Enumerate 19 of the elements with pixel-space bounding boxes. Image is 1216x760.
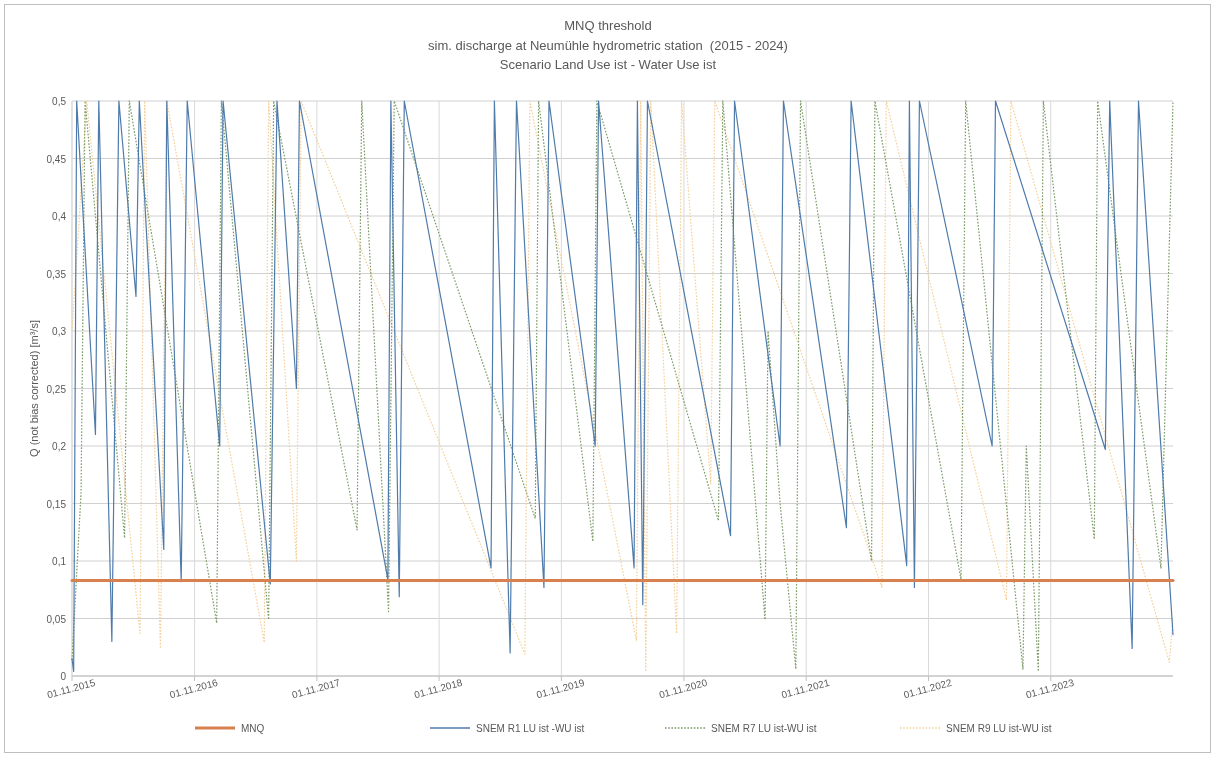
y-tick-label: 0,4 <box>52 211 67 222</box>
y-tick-label: 0,45 <box>46 153 67 165</box>
y-tick-label: 0,1 <box>52 556 67 567</box>
y-tick-label: 0,35 <box>46 268 67 280</box>
y-axis-title: Q (not bias corrected) [m³/s] <box>28 320 40 457</box>
y-tick-label: 0,25 <box>46 383 67 395</box>
y-tick-label: 0 <box>60 671 67 682</box>
legend-label: MNQ <box>241 723 265 734</box>
legend-label: SNEM R9 LU ist-WU ist <box>946 723 1052 734</box>
line-series <box>71 100 1174 672</box>
chart-subtitle: sim. discharge at Neumühle hydrometric station (2015 - 2024) Scenario Land Use ist - Water Use ist <box>428 38 788 72</box>
y-tick-label: 0,2 <box>52 441 67 452</box>
y-tick-label: 0,05 <box>46 613 67 625</box>
y-tick-label: 0,5 <box>52 96 67 107</box>
legend-label: SNEM R7 LU ist-WU ist <box>711 723 817 734</box>
y-tick-label: 0,15 <box>46 498 67 510</box>
chart-title: MNQ threshold <box>564 18 652 33</box>
y-tick-label: 0,3 <box>52 326 67 337</box>
legend-label: SNEM R1 LU ist -WU ist <box>476 723 585 734</box>
